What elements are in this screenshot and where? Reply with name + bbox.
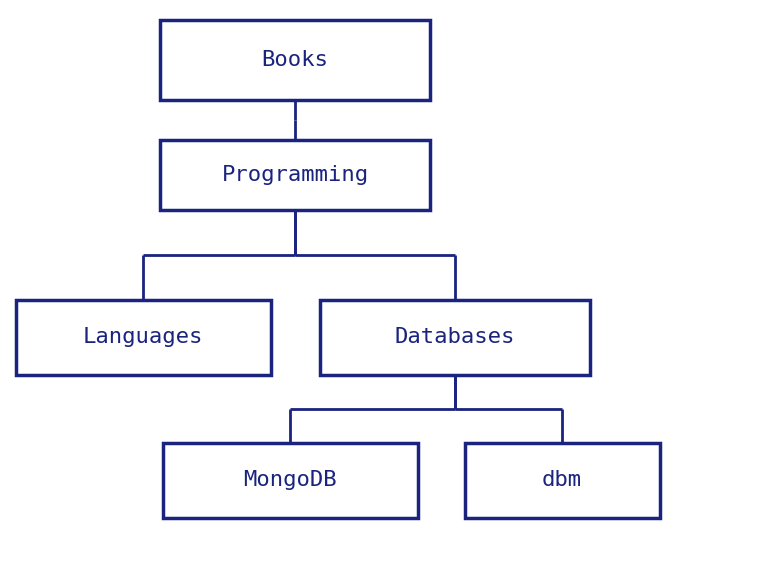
FancyBboxPatch shape <box>320 300 590 374</box>
Text: MongoDB: MongoDB <box>243 470 337 490</box>
Text: dbm: dbm <box>542 470 582 490</box>
Text: Books: Books <box>261 50 328 70</box>
Text: Languages: Languages <box>83 327 203 347</box>
FancyBboxPatch shape <box>160 140 430 210</box>
Text: Programming: Programming <box>221 165 369 185</box>
Text: Databases: Databases <box>394 327 515 347</box>
FancyBboxPatch shape <box>464 443 660 517</box>
FancyBboxPatch shape <box>160 20 430 100</box>
FancyBboxPatch shape <box>163 443 417 517</box>
FancyBboxPatch shape <box>15 300 271 374</box>
